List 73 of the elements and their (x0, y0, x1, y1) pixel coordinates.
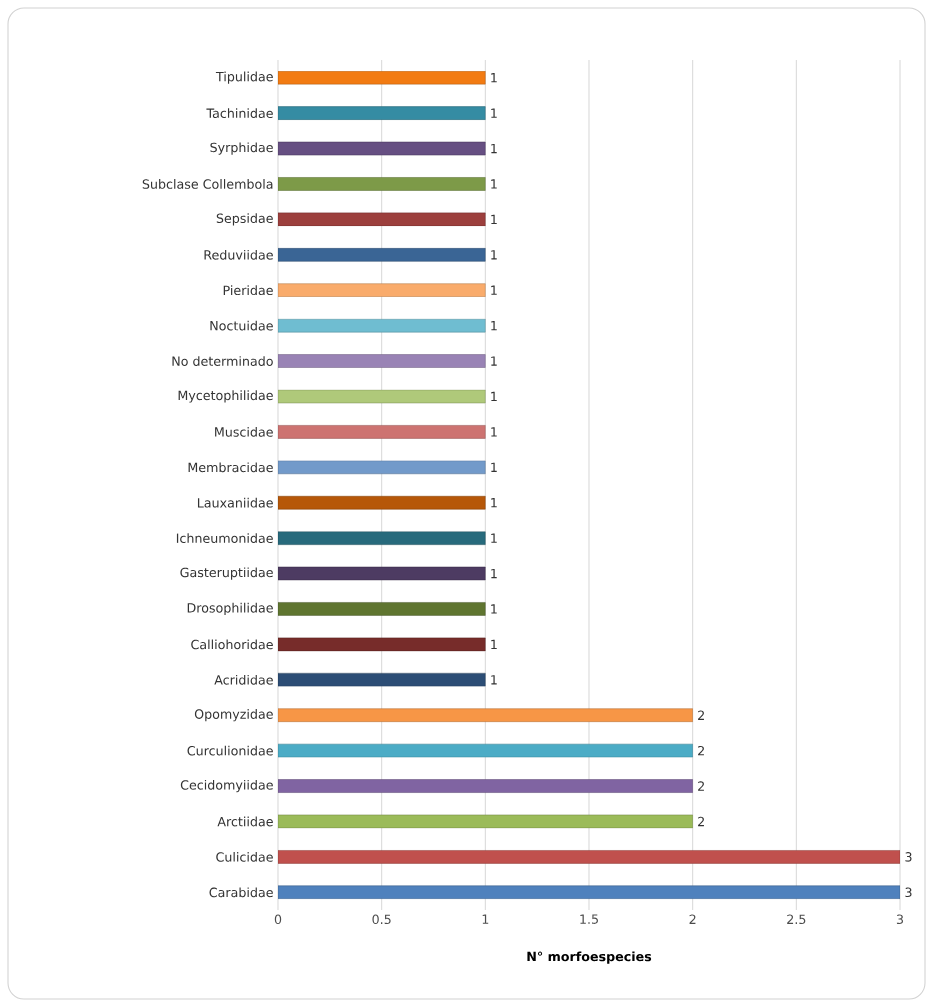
y-tick-label: Carabidae (209, 887, 273, 898)
data-label: 1 (491, 498, 497, 508)
y-tick-label: Opomyzidae (194, 709, 273, 722)
y-tick-label: Acrididae (214, 674, 273, 685)
bar (278, 248, 486, 262)
data-label: 2 (698, 710, 704, 720)
bar (278, 177, 486, 191)
y-tick-label: Noctuidae (210, 320, 273, 331)
y-tick-label: Reduviidae (204, 249, 273, 260)
data-label: 1 (491, 604, 497, 614)
y-tick-label: Membracidae (188, 462, 273, 473)
x-tick-label: 0.5 (372, 914, 391, 925)
y-tick-label: Muscidae (215, 426, 273, 437)
data-label: 1 (491, 214, 497, 224)
bar (278, 425, 486, 439)
y-tick-label: Ichneumonidae (176, 533, 273, 544)
y-tick-label: Syrphidae (210, 142, 273, 155)
data-label: 1 (491, 391, 497, 402)
x-tick-label: 2.5 (787, 914, 806, 925)
bar (278, 318, 486, 333)
data-label: 1 (491, 462, 497, 472)
data-label: 1 (491, 356, 497, 366)
x-tick-label: 0 (274, 914, 282, 925)
data-label: 2 (698, 745, 704, 756)
y-tick-label: No determinado (172, 356, 273, 366)
y-tick-label: Cecidomyiidae (180, 779, 273, 793)
bar (278, 814, 693, 829)
bar (278, 389, 486, 404)
y-tick-label: Lauxaniidae (197, 497, 273, 508)
y-tick-label: Culicidae (216, 851, 273, 862)
x-tick-label: 1.5 (580, 914, 598, 924)
data-label: 1 (491, 73, 497, 83)
x-axis-title: N° morfoespecies (527, 951, 652, 964)
y-tick-label: Curculionidae (187, 745, 273, 756)
y-tick-label: Tipulidae (215, 71, 273, 84)
y-tick-label: Pieridae (223, 285, 273, 296)
data-label: 1 (491, 108, 497, 118)
data-label: 1 (491, 179, 497, 189)
data-label: 3 (905, 887, 912, 898)
data-label: 2 (698, 781, 704, 791)
data-label: 1 (491, 427, 497, 437)
y-tick-label: Tachinidae (206, 108, 273, 119)
data-label: 1 (491, 285, 497, 295)
bar (278, 495, 486, 510)
data-label: 1 (491, 639, 497, 649)
x-tick-label: 2 (689, 914, 696, 924)
data-label: 1 (491, 568, 497, 579)
data-label: 2 (698, 816, 704, 827)
x-tick-label: 3 (896, 914, 904, 925)
data-label: 1 (491, 143, 497, 154)
y-tick-label: Drosophilidae (187, 602, 273, 616)
bar (278, 637, 486, 652)
data-label: 1 (491, 250, 497, 260)
bar (278, 850, 900, 864)
bar (278, 566, 486, 581)
bar (278, 354, 486, 368)
bar (278, 283, 486, 297)
x-tick-label: 1 (482, 914, 489, 924)
y-tick-label: Subclase Collembola (142, 179, 273, 189)
data-label: 1 (491, 675, 497, 685)
y-tick-label: Arctiidae (217, 816, 273, 827)
y-tick-label: Calliohoridae (191, 639, 273, 650)
data-label: 1 (491, 321, 497, 331)
data-label: 1 (491, 533, 497, 543)
bar (278, 460, 486, 475)
y-tick-label: Gasteruptiidae (180, 567, 273, 580)
bar (278, 106, 486, 120)
y-tick-label: Mycetophilidae (178, 390, 273, 403)
data-label: 3 (905, 852, 912, 862)
bar (278, 885, 900, 900)
bar (278, 779, 693, 793)
bar (278, 708, 693, 722)
y-tick-label: Sepsidae (216, 213, 273, 226)
